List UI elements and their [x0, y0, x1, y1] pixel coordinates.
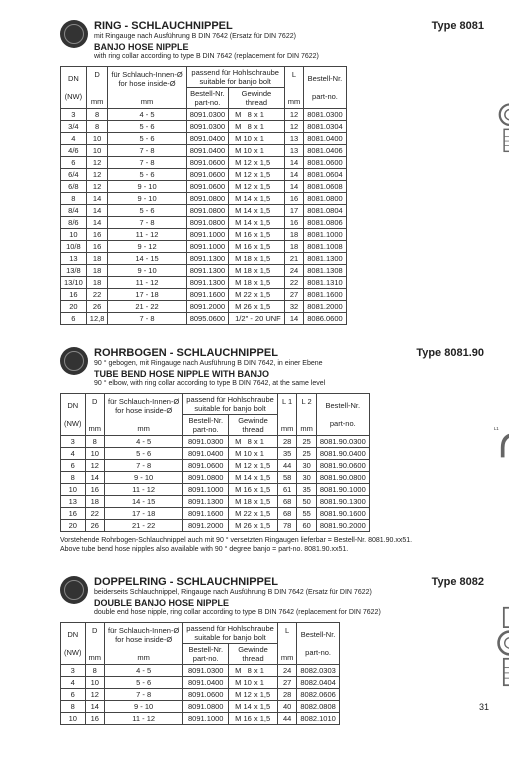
table-row: 101611 - 128091.1000M 16 x 1,5448082.101…	[61, 713, 340, 725]
type-label: Type 8081	[432, 20, 484, 32]
table-banjo: DN(NW) Dmm für Schlauch-Innen-Øfor hose …	[60, 66, 347, 325]
title-en: BANJO HOSE NIPPLE	[94, 42, 420, 52]
table-row: 4/6107 - 88091.0400M 10 x 1138081.0406	[61, 145, 347, 157]
title-de: RING - SCHLAUCHNIPPEL	[94, 20, 420, 32]
table-row: 131814 - 158091.1300M 18 x 1,568508081.9…	[61, 496, 370, 508]
table-row: 202621 - 228091.2000M 26 x 1,578608081.9…	[61, 520, 370, 532]
notes: Vorstehende Rohrbogen-Schlauchnippel auc…	[60, 536, 484, 554]
table-row: 6127 - 88091.0600M 12 x 1,5288082.0606	[61, 689, 340, 701]
diagram-banjo-icon: D L	[488, 100, 509, 161]
title-de: DOPPELRING - SCHLAUCHNIPPEL	[94, 576, 420, 588]
table-row: 6/8129 - 108091.0600M 12 x 1,5148081.060…	[61, 181, 347, 193]
table-row: 101611 - 128091.1000M 16 x 1,5188081.100…	[61, 229, 347, 241]
table-row: 162217 - 188091.1600M 22 x 1,568558081.9…	[61, 508, 370, 520]
table-row: 162217 - 188091.1600M 22 x 1,5278081.160…	[61, 289, 347, 301]
table-double: DN(NW) Dmm für Schlauch-Innen-Øfor hose …	[60, 622, 340, 725]
title-de: ROHRBOGEN - SCHLAUCHNIPPEL	[94, 347, 404, 359]
table-row: 6/4125 - 68091.0600M 12 x 1,5148081.0604	[61, 169, 347, 181]
diagram-double-icon: D	[488, 606, 509, 696]
table-row: 4105 - 68091.0400M 10 x 1138081.0400	[61, 133, 347, 145]
title-en: DOUBLE BANJO HOSE NIPPLE	[94, 598, 420, 608]
table-row: 8149 - 108091.0800M 14 x 1,5408082.0808	[61, 701, 340, 713]
svg-text:L1: L1	[494, 426, 499, 431]
brand-logo-icon	[60, 20, 88, 48]
subtitle-en: 90 ° elbow, with ring collar according t…	[94, 380, 404, 387]
table-tubebend: DN(NW) Dmm für Schlauch-Innen-Øfor hose …	[60, 393, 370, 532]
table-row: 3/485 - 68091.0300M 8 x 1128081.0304	[61, 121, 347, 133]
table-row: 8149 - 108091.0800M 14 x 1,5168081.0800	[61, 193, 347, 205]
brand-logo-icon	[60, 347, 88, 375]
table-row: 4105 - 68091.0400M 10 x 1278082.0404	[61, 677, 340, 689]
brand-logo-icon	[60, 576, 88, 604]
section-double: DOPPELRING - SCHLAUCHNIPPEL beiderseits …	[60, 576, 484, 725]
subtitle-de: beiderseits Schlauchnippel, Ringauge nac…	[94, 589, 420, 596]
table-row: 384 - 58091.0300M 8 x 1128081.0300	[61, 109, 347, 121]
table-row: 101611 - 128091.1000M 16 x 1,561358081.9…	[61, 484, 370, 496]
table-row: 4105 - 68091.0400M 10 x 135258081.90.040…	[61, 448, 370, 460]
section-tubebend: ROHRBOGEN - SCHLAUCHNIPPEL 90 ° gebogen,…	[60, 347, 484, 554]
subtitle-en: double end hose nipple, ring collar acco…	[94, 609, 420, 616]
table-row: 13/101811 - 128091.1300M 18 x 1,5228081.…	[61, 277, 347, 289]
subtitle-de: 90 ° gebogen, mit Ringauge nach Ausführu…	[94, 360, 404, 367]
table-row: 384 - 58091.0300M 8 x 128258081.90.0300	[61, 436, 370, 448]
table-row: 131814 - 158091.1300M 18 x 1,5218081.130…	[61, 253, 347, 265]
table-row: 384 - 58091.0300M 8 x 1248082.0303	[61, 665, 340, 677]
table-row: 8/6147 - 88091.0800M 14 x 1,5168081.0806	[61, 217, 347, 229]
subtitle-en: with ring collar according to type B DIN…	[94, 53, 420, 60]
table-row: 13/8189 - 108091.1300M 18 x 1,5248081.13…	[61, 265, 347, 277]
table-row: 6127 - 88091.0600M 12 x 1,5148081.0600	[61, 157, 347, 169]
page-number: 31	[479, 702, 489, 712]
table-row: 8149 - 108091.0800M 14 x 1,558308081.90.…	[61, 472, 370, 484]
table-row: 6127 - 88091.0600M 12 x 1,544308081.90.0…	[61, 460, 370, 472]
diagram-elbow-icon: L1 L2	[488, 417, 509, 463]
title-en: TUBE BEND HOSE NIPPLE WITH BANJO	[94, 369, 404, 379]
table-row: 202621 - 228091.2000M 26 x 1,5328081.200…	[61, 301, 347, 313]
subtitle-de: mit Ringauge nach Ausführung B DIN 7642 …	[94, 33, 420, 40]
type-label: Type 8081.90	[416, 347, 484, 359]
table-row: 10/8169 - 128091.1000M 16 x 1,5188081.10…	[61, 241, 347, 253]
section-banjo: RING - SCHLAUCHNIPPEL mit Ringauge nach …	[60, 20, 484, 325]
table-row: 8/4145 - 68091.0800M 14 x 1,5178081.0804	[61, 205, 347, 217]
type-label: Type 8082	[432, 576, 484, 588]
